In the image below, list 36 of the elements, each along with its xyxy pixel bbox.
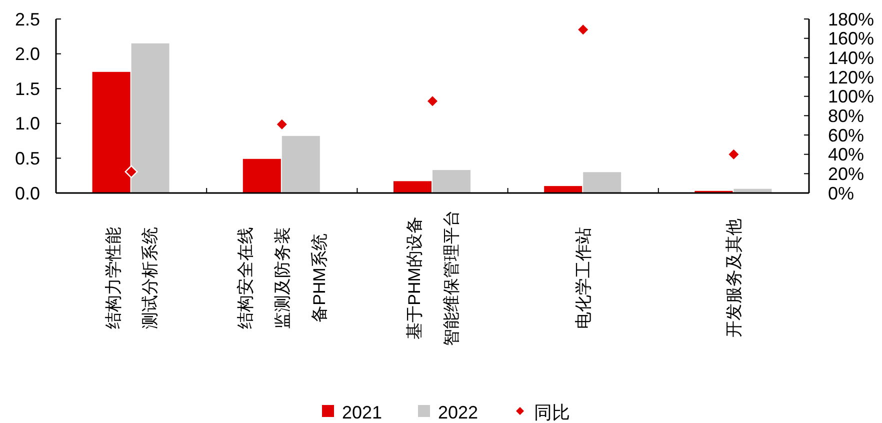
bar [242,158,281,193]
point [727,148,740,161]
legend-label: 2021 [342,402,382,422]
point [125,165,138,178]
x-tick-label: 开发服务及其他 [724,218,744,338]
y2-tick-label: 40% [828,144,864,165]
y2-tick-label: 120% [828,67,874,88]
bar [583,172,622,193]
y-tick-label: 2.0 [14,44,40,64]
y-tick-label: 1.0 [14,114,40,134]
point [426,94,439,108]
point [276,118,288,131]
bar [544,186,582,193]
bar [394,181,432,193]
y-tick-label: 0.5 [14,148,40,168]
y2-tick-label: 0% [828,183,854,204]
legend-label: 同比 [534,402,570,422]
point [576,23,590,36]
bar [282,136,320,193]
y-tick-label: 1.5 [14,78,40,99]
y2-tick-label: 60% [828,125,864,146]
x-tick-label: 结构力学性能测试分析系统 [104,227,160,329]
y-tick-label: 2.5 [14,9,40,30]
y-tick-label: 0.0 [14,183,40,204]
y2-tick-label: 100% [828,86,874,107]
bar [131,43,170,193]
x-tick-label: 结构安全在线监测及防务装备PHM系统 [236,227,329,329]
y2-tick-label: 180% [828,9,874,30]
x-tick-label: 电化学工作站 [574,227,594,329]
x-tick-label: 基于PHM的设备智能维保管理平台 [404,210,461,346]
y2-tick-label: 80% [828,106,864,126]
legend-label: 2022 [438,402,478,422]
y2-tick-label: 20% [828,164,864,184]
y2-tick-label: 140% [828,48,874,68]
y2-tick-label: 160% [828,28,874,49]
bar [432,170,470,193]
